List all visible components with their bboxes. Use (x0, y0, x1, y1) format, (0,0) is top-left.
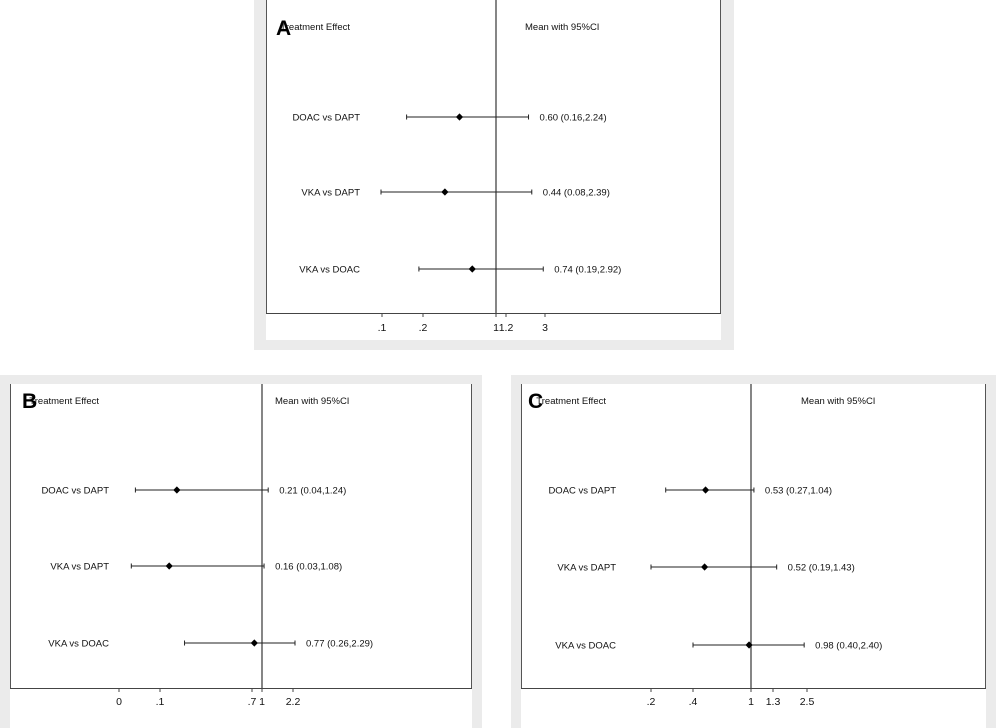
panel-c-plot: Treatment Effect Mean with 95%CI DOAC vs D… (521, 384, 986, 728)
header-treatment-effect: Treatment Effect (536, 396, 606, 407)
row-value-text: 0.53 (0.27,1.04) (765, 486, 832, 497)
x-tick-label: .2 (419, 322, 428, 334)
row-value-text: 0.52 (0.19,1.43) (788, 563, 855, 574)
x-tick-label: .4 (689, 696, 698, 708)
row-value-text: 0.77 (0.26,2.29) (306, 639, 373, 650)
row-value-text: 0.16 (0.03,1.08) (275, 562, 342, 573)
row-value-text: 0.74 (0.19,2.92) (554, 265, 621, 276)
row-value-text: 0.98 (0.40,2.40) (815, 641, 882, 652)
row-label: DOAC vs DAPT (548, 486, 616, 497)
panel-a-plot: Treatment Effect Mean with 95%CI DOAC vs D… (266, 0, 721, 340)
panel-b-letter: B (22, 390, 38, 413)
mean-marker (165, 562, 173, 570)
x-tick-label: .1 (378, 322, 387, 334)
row-label: DOAC vs DAPT (292, 113, 360, 124)
x-tick-label: 0 (116, 696, 122, 708)
row-label: VKA vs DAPT (50, 562, 109, 573)
x-tick-label: 1 (493, 322, 499, 334)
x-tick-label: 3 (542, 322, 548, 334)
row-value-text: 0.44 (0.08,2.39) (543, 188, 610, 199)
row-label: DOAC vs DAPT (41, 486, 109, 497)
x-tick-label: 1 (259, 696, 265, 708)
header-mean-ci: Mean with 95%CI (801, 396, 875, 407)
x-tick-label: .7 (248, 696, 257, 708)
row-label: VKA vs DAPT (301, 188, 360, 199)
header-treatment-effect: Treatment Effect (29, 396, 99, 407)
forest-plot-a: Treatment Effect Mean with 95%CI DOAC vs D… (266, 0, 721, 334)
x-tick-label: .1 (156, 696, 165, 708)
panel-c-letter: C (528, 390, 544, 413)
panel-a-letter: A (276, 17, 292, 40)
row-value-text: 0.21 (0.04,1.24) (279, 486, 346, 497)
header-mean-ci: Mean with 95%CI (275, 396, 349, 407)
header-mean-ci: Mean with 95%CI (525, 22, 599, 33)
x-tick-label: 2.2 (286, 696, 301, 708)
header-treatment-effect: Treatment Effect (280, 22, 350, 33)
mean-marker (441, 188, 449, 196)
mean-marker (455, 113, 464, 121)
row-label: VKA vs DOAC (555, 641, 616, 652)
mean-marker (250, 639, 258, 647)
x-tick-label: 1 (748, 696, 754, 708)
mean-marker (173, 486, 181, 494)
mean-marker (745, 641, 753, 649)
mean-marker (701, 563, 709, 571)
row-value-text: 0.60 (0.16,2.24) (540, 113, 607, 124)
x-tick-label: 2.5 (800, 696, 815, 708)
forest-plot-b: Treatment Effect Mean with 95%CI DOAC vs D… (10, 384, 472, 708)
mean-marker (701, 486, 710, 494)
forest-plot-c: Treatment Effect Mean with 95%CI DOAC vs D… (521, 384, 986, 708)
x-tick-label: 1.2 (499, 322, 514, 334)
row-label: VKA vs DOAC (299, 265, 360, 276)
x-tick-label: 1.3 (766, 696, 781, 708)
row-label: VKA vs DOAC (48, 639, 109, 650)
row-label: VKA vs DAPT (557, 563, 616, 574)
x-tick-label: .2 (647, 696, 656, 708)
panel-b-plot: Treatment Effect Mean with 95%CI DOAC vs D… (10, 384, 472, 728)
mean-marker (468, 265, 476, 273)
